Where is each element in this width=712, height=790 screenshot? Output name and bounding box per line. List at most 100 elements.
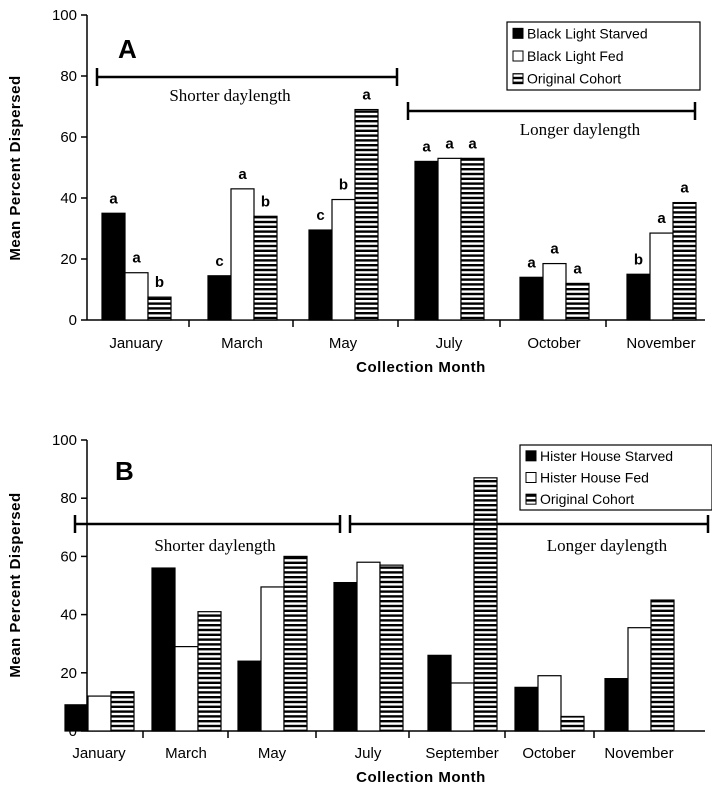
y-tick-label: 100 — [52, 432, 77, 449]
bar-hstripe — [460, 157, 485, 321]
bar-white — [124, 272, 149, 321]
legend-entry: Hister House Fed — [540, 470, 649, 486]
daylength-label: Shorter daylength — [169, 86, 291, 105]
bar-solid — [604, 678, 629, 732]
daylength-label: Longer daylength — [547, 536, 668, 555]
legend-entry: Original Cohort — [540, 491, 634, 507]
bar-hstripe — [672, 201, 697, 321]
bar-hstripe — [473, 477, 498, 732]
legend-entry: Original Cohort — [527, 71, 621, 87]
y-tick-label: 0 — [69, 312, 77, 329]
bar-hstripe — [379, 564, 404, 732]
category-label: November — [604, 745, 673, 762]
bar-solid — [514, 686, 539, 732]
significance-label: a — [468, 135, 477, 152]
bar-hstripe — [354, 108, 379, 321]
significance-label: b — [339, 177, 348, 194]
bar-white — [542, 262, 567, 321]
category-label: March — [165, 745, 207, 762]
legend-box — [506, 21, 701, 91]
bar-solid — [237, 660, 262, 732]
y-tick-label: 40 — [60, 607, 77, 624]
y-tick-label: 40 — [60, 190, 77, 207]
bar-solid — [626, 273, 651, 321]
bar-white — [87, 695, 112, 732]
legend-swatch — [512, 50, 524, 62]
significance-label: a — [445, 135, 454, 152]
legend-box — [519, 444, 712, 511]
y-tick-label: 20 — [60, 251, 77, 268]
significance-label: a — [573, 260, 582, 277]
bar-white — [649, 232, 674, 321]
category-label: January — [109, 335, 163, 352]
bar-solid — [519, 276, 544, 321]
bar-solid — [427, 654, 452, 732]
bar-hstripe — [565, 282, 590, 321]
legend-swatch — [525, 472, 537, 483]
bar-solid — [101, 212, 126, 321]
bar-hstripe — [147, 296, 172, 321]
category-label: May — [258, 745, 287, 762]
significance-label: b — [261, 193, 270, 210]
bar-solid — [207, 275, 232, 321]
daylength-label: Longer daylength — [520, 120, 641, 139]
significance-label: b — [155, 274, 164, 291]
significance-label: a — [238, 166, 247, 183]
category-label: May — [329, 335, 358, 352]
significance-label: a — [680, 180, 689, 197]
legend-swatch — [512, 27, 524, 39]
panel-b: 020406080100JanuaryMarchMayJulySeptember… — [7, 432, 712, 786]
bar-solid — [308, 229, 333, 321]
bar-white — [450, 682, 475, 732]
bar-white — [331, 198, 356, 321]
bar-solid — [414, 160, 439, 321]
daylength-label: Shorter daylength — [154, 536, 276, 555]
significance-label: c — [316, 207, 324, 224]
panel-a: 0 20 40 60 80 100 January March May July October No… — [7, 7, 705, 376]
y-tick-label: 80 — [60, 490, 77, 507]
y-tick-label: 100 — [52, 7, 77, 24]
significance-label: a — [422, 138, 431, 155]
category-label: October — [522, 745, 575, 762]
category-label: January — [72, 745, 126, 762]
category-label: July — [355, 745, 382, 762]
legend: Black Light Starved Black Light Fed Origin… — [506, 21, 701, 91]
bar-hstripe — [110, 691, 135, 732]
bar-hstripe — [560, 715, 585, 732]
bar-white — [174, 646, 199, 732]
bar-white — [537, 675, 562, 732]
y-tick-label: 80 — [60, 68, 77, 85]
legend: Hister House Starved Hister House Fed Orig… — [519, 444, 712, 511]
significance-label: b — [634, 251, 643, 268]
bar-solid — [64, 704, 89, 732]
bar-hstripe — [197, 611, 222, 732]
y-tick-label: 60 — [60, 129, 77, 146]
bar-white — [230, 188, 255, 321]
bar-white — [437, 157, 462, 321]
significance-label: c — [215, 253, 223, 270]
significance-label: a — [362, 87, 371, 104]
legend-swatch — [525, 450, 537, 462]
legend-entry: Black Light Fed — [527, 48, 624, 64]
significance-label: a — [527, 254, 536, 271]
significance-label: a — [550, 241, 559, 258]
significance-label: a — [132, 250, 141, 267]
panel-letter: A — [118, 34, 137, 64]
y-tick-label: 60 — [60, 548, 77, 565]
category-label: September — [425, 745, 498, 762]
y-tick-label: 20 — [60, 665, 77, 682]
legend-swatch — [512, 73, 524, 85]
legend-entry: Black Light Starved — [527, 25, 648, 41]
bar-hstripe — [650, 599, 675, 732]
panel-letter: B — [115, 456, 134, 486]
y-axis-title: Mean Percent Dispersed — [7, 492, 24, 677]
legend-entry: Hister House Starved — [540, 448, 673, 464]
bar-white — [627, 627, 652, 732]
bar-hstripe — [253, 215, 278, 321]
x-axis-title: Collection Month — [356, 359, 486, 376]
category-label: November — [626, 335, 695, 352]
bar-solid — [333, 581, 358, 732]
category-label: October — [527, 335, 580, 352]
legend-swatch — [525, 493, 537, 505]
